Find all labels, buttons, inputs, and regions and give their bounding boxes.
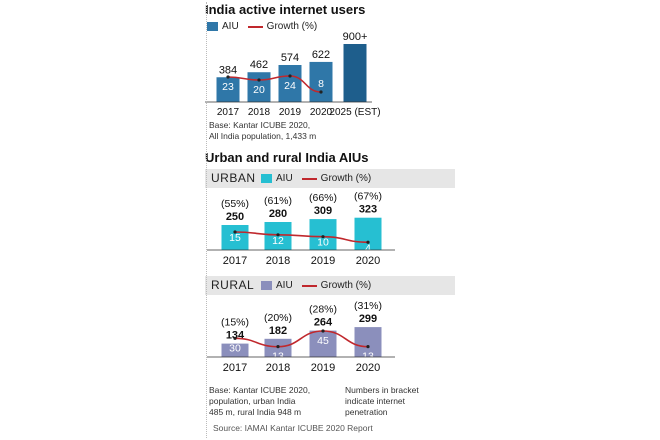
aiu-value-label: 900+ [343,31,368,43]
growth-point [321,235,325,239]
x-tick-label: 2020 [356,255,380,267]
urban-bar-2017 [221,225,249,250]
aiu-bar-chart: 384 2017 23 462 2018 20 574 2019 24 622 2020 8 900+ 2… [205,31,381,118]
infographic-panel: India active internet users AIU Growth (… [197,0,463,440]
growth-value-label: 15 [229,232,241,244]
penetration-label: (15%) [221,317,249,329]
x-tick-label: 2017 [223,255,247,267]
legend-growth-label: Growth (%) [320,173,372,184]
growth-point [233,230,237,234]
urban-bar-chart: 250(55%) 2017 15 280(61%) 2018 12 309(66%) 2019… [207,191,395,267]
divider-line [206,2,207,438]
aiu-value-label: 264 [314,317,333,329]
aiu-bar-2019 [278,65,302,102]
growth-value-label: 12 [272,235,284,247]
aiu-swatch-icon [261,174,272,183]
penetration-label: (61%) [264,195,292,207]
growth-value-label: 20 [253,84,265,96]
legend-urban: AIU Growth (%) [261,173,371,184]
aiu-value-label: 574 [281,52,299,64]
growth-value-label: 45 [317,335,329,347]
growth-line [234,330,369,348]
urban-label: URBAN [211,171,256,185]
growth-value-label: 8 [318,78,324,90]
penetration-label: (55%) [221,198,249,210]
growth-point [319,90,323,94]
urban-bar-2020 [354,217,382,250]
aiu-value-label: 299 [359,313,377,325]
rural-bar-2017 [221,343,249,357]
aiu-swatch-icon [261,281,272,290]
x-tick-label: 2017 [217,107,240,118]
growth-value-label: 4 [365,242,371,254]
penetration-label: (28%) [309,304,337,316]
growth-point [366,345,370,349]
x-tick-label: 2017 [223,362,247,374]
rural-header: RURAL AIU Growth (%) [205,276,455,295]
growth-point [276,233,280,237]
growth-point [276,345,280,349]
growth-value-label: 10 [317,237,329,249]
aiu-bar-2017 [216,77,240,102]
note-aiu-base: Base: Kantar ICUBE 2020, All India popul… [209,120,317,141]
chart-title-aiu: India active internet users [205,2,366,17]
aiu-value-label: 384 [219,64,237,76]
growth-point [288,74,292,78]
source-note: Source: IAMAI Kantar ICUBE 2020 Report [213,423,373,433]
aiu-bar-2025 (EST) [343,44,367,102]
x-tick-label: 2020 [310,107,333,118]
aiu-value-label: 462 [250,59,268,71]
x-tick-label: 2019 [279,107,302,118]
growth-line-icon [301,284,317,287]
penetration-label: (31%) [354,300,382,312]
growth-point [233,336,237,340]
x-tick-label: 2020 [356,362,380,374]
aiu-value-label: 323 [359,204,377,216]
urban-header: URBAN AIU Growth (%) [205,169,455,188]
x-tick-label: 2019 [311,362,335,374]
rural-label: RURAL [211,278,255,292]
growth-point [366,240,370,244]
note-urban-rural-base: Base: Kantar ICUBE 2020, population, urb… [209,385,311,417]
x-tick-label: 2025 (EST) [329,107,380,118]
growth-point [321,329,325,333]
penetration-label: (66%) [309,192,337,204]
legend-aiu-label: AIU [276,280,293,291]
aiu-value-label: 309 [314,205,332,217]
x-tick-label: 2018 [248,107,271,118]
urban-bar-2019 [309,219,337,250]
growth-point [257,78,261,82]
legend-aiu-label: AIU [222,21,239,32]
x-tick-label: 2019 [311,255,335,267]
aiu-bar-2020 [309,61,333,102]
rural-bar-2020 [354,327,382,357]
x-tick-label: 2018 [266,255,290,267]
rural-bar-chart: 134(15%)201730182(20%)201813264(28%)2019… [207,300,395,374]
growth-line-icon [247,25,263,28]
aiu-value-label: 250 [226,211,244,223]
aiu-value-label: 280 [269,208,287,220]
growth-point [226,75,230,79]
legend-growth-label: Growth (%) [266,21,318,32]
legend-aiu: AIU Growth (%) [207,21,317,32]
rural-bar-2019 [309,330,337,357]
x-tick-label: 2018 [266,362,290,374]
chart-title-urban-rural: Urban and rural India AIUs [205,150,369,165]
legend-growth-label: Growth (%) [320,280,372,291]
growth-line [227,75,322,93]
growth-line [234,231,369,244]
legend-aiu-label: AIU [276,173,293,184]
growth-value-label: 30 [229,342,241,354]
aiu-value-label: 182 [269,325,287,337]
note-penetration: Numbers in bracket indicate internet pen… [345,385,419,417]
growth-value-label: 24 [284,80,296,92]
aiu-value-label: 622 [312,49,330,61]
legend-rural: AIU Growth (%) [261,280,371,291]
growth-line-icon [301,177,317,180]
penetration-label: (67%) [354,191,382,203]
aiu-swatch-icon [207,22,218,31]
penetration-label: (20%) [264,312,292,324]
growth-value-label: 23 [222,81,234,93]
